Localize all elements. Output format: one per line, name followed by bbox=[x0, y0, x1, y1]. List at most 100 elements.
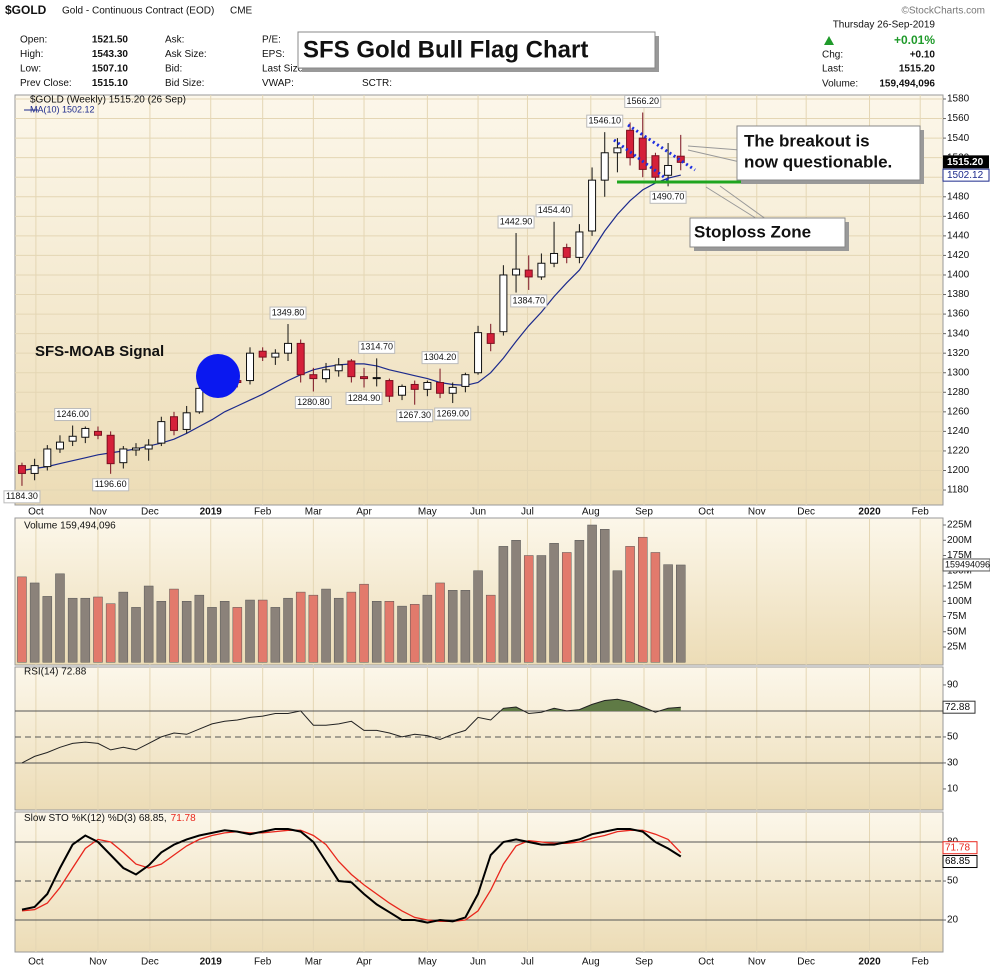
price-label: 1546.10 bbox=[588, 116, 621, 126]
stoch-line bbox=[21, 829, 682, 922]
volume-bar bbox=[105, 603, 116, 663]
volume-bar bbox=[536, 555, 547, 663]
x-tick-label: Jul bbox=[521, 957, 534, 968]
x-tick-label: May bbox=[418, 957, 437, 968]
up-arrow bbox=[824, 36, 834, 45]
price-label: 1454.40 bbox=[538, 205, 571, 215]
volume-bar bbox=[371, 601, 382, 663]
price-label-bg bbox=[54, 408, 92, 422]
x-tick-label: Dec bbox=[797, 507, 815, 518]
x-tick-label: Mar bbox=[305, 957, 323, 968]
last-value: 71.78 bbox=[945, 842, 970, 853]
legend-part: 71.78 bbox=[171, 813, 196, 824]
annotation-layer: The breakout is now questionable. Stoplo… bbox=[35, 123, 924, 398]
last-label: Last: bbox=[822, 64, 844, 75]
price-label-bg bbox=[269, 306, 307, 320]
volume-bar bbox=[270, 607, 281, 663]
panel-bg bbox=[14, 666, 944, 811]
quote-label: VWAP: bbox=[262, 78, 294, 89]
volume-bar bbox=[359, 583, 369, 663]
candle-body bbox=[309, 374, 318, 380]
price-label-bg bbox=[421, 351, 459, 365]
volume-bar bbox=[460, 590, 471, 663]
x-tick-label: Aug bbox=[582, 507, 600, 518]
candle-body bbox=[195, 387, 204, 413]
candle-body bbox=[448, 386, 457, 394]
x-tick-label: 2020 bbox=[858, 507, 881, 518]
last-value: 68.85 bbox=[945, 856, 970, 867]
y-tick-label: 1220 bbox=[947, 446, 970, 457]
price-label: 1490.70 bbox=[652, 192, 685, 202]
breakout-text: now questionable. bbox=[744, 152, 892, 171]
x-tick-label: Apr bbox=[356, 507, 372, 518]
volume-bar bbox=[283, 597, 293, 663]
rsi-line bbox=[21, 698, 681, 764]
x-tick-label: Feb bbox=[254, 507, 272, 518]
price-label: 1184.30 bbox=[6, 491, 38, 501]
candle-body bbox=[322, 369, 331, 380]
volume-bar bbox=[131, 607, 141, 663]
price-label-bg bbox=[649, 190, 687, 204]
quote-label: Ask Size: bbox=[165, 49, 207, 60]
y-tick-label: 30 bbox=[947, 758, 959, 769]
candle-body bbox=[524, 269, 533, 278]
plot: Oct Nov Dec 2019 Feb Mar Apr May Jun Jul Aug Sep Oct… bbox=[3, 95, 990, 968]
volume-bar bbox=[473, 570, 483, 663]
signal-circle bbox=[196, 354, 240, 398]
quote-label: SCTR: bbox=[362, 78, 392, 89]
price-label-bg bbox=[3, 490, 41, 504]
candle-body bbox=[461, 374, 470, 387]
candle-body bbox=[626, 129, 635, 159]
last-box bbox=[942, 558, 990, 572]
candle-body bbox=[562, 247, 571, 258]
x-tick-label: Apr bbox=[356, 957, 372, 968]
volume-bar bbox=[143, 585, 154, 663]
legend-title: RSI(14) 72.88 bbox=[24, 667, 87, 678]
candle-body bbox=[246, 352, 255, 382]
symbol: $GOLD bbox=[5, 3, 47, 17]
overbought-fill bbox=[300, 699, 681, 711]
volume-bar bbox=[29, 582, 40, 663]
candle-body bbox=[284, 342, 293, 354]
y-tick-label: 1260 bbox=[947, 406, 970, 417]
y-tick-label: 125M bbox=[947, 581, 972, 592]
x-tick-label: Oct bbox=[28, 507, 44, 518]
flag-upper bbox=[627, 123, 696, 172]
quote-label: EPS: bbox=[262, 49, 285, 60]
y-tick-label: 175M bbox=[947, 550, 972, 561]
candle-body bbox=[68, 435, 77, 442]
y-tick-label: 1240 bbox=[947, 426, 970, 437]
volume-bar bbox=[612, 570, 623, 663]
y-tick-label: 1340 bbox=[947, 328, 970, 339]
breakout-box bbox=[736, 125, 921, 181]
volume-bar bbox=[245, 599, 255, 663]
x-tick-label: Sep bbox=[635, 957, 653, 968]
price-label-bg bbox=[92, 478, 130, 492]
quote-label: Bid: bbox=[165, 64, 182, 75]
price-label-bg bbox=[586, 114, 624, 128]
volume-bar bbox=[511, 540, 521, 663]
volume-bar bbox=[485, 594, 496, 663]
candle-body bbox=[588, 179, 597, 232]
price-label: 1284.90 bbox=[348, 393, 381, 403]
x-tick-label: Nov bbox=[89, 507, 107, 518]
volume-bar bbox=[549, 543, 559, 663]
y-tick-label: 200M bbox=[947, 535, 972, 546]
y-tick-label: 50 bbox=[947, 732, 959, 743]
volume-bar bbox=[599, 529, 610, 663]
price-label-bg bbox=[345, 391, 383, 405]
price-label-bg bbox=[396, 409, 434, 423]
last-value: 72.88 bbox=[945, 702, 970, 713]
candle-body bbox=[600, 152, 609, 181]
volume-bar bbox=[67, 597, 78, 663]
last-value: 1515.20 bbox=[947, 157, 984, 168]
candle-body bbox=[474, 332, 483, 374]
y-tick-label: 225M bbox=[947, 520, 972, 531]
candle-body bbox=[499, 274, 508, 333]
volume-bar bbox=[447, 590, 458, 663]
candle-body bbox=[182, 412, 191, 430]
quote-value: 1521.50 bbox=[92, 35, 129, 46]
x-tick-label: 2019 bbox=[200, 507, 223, 518]
volume-bar bbox=[561, 552, 572, 663]
y-tick-label: 90 bbox=[947, 680, 959, 691]
